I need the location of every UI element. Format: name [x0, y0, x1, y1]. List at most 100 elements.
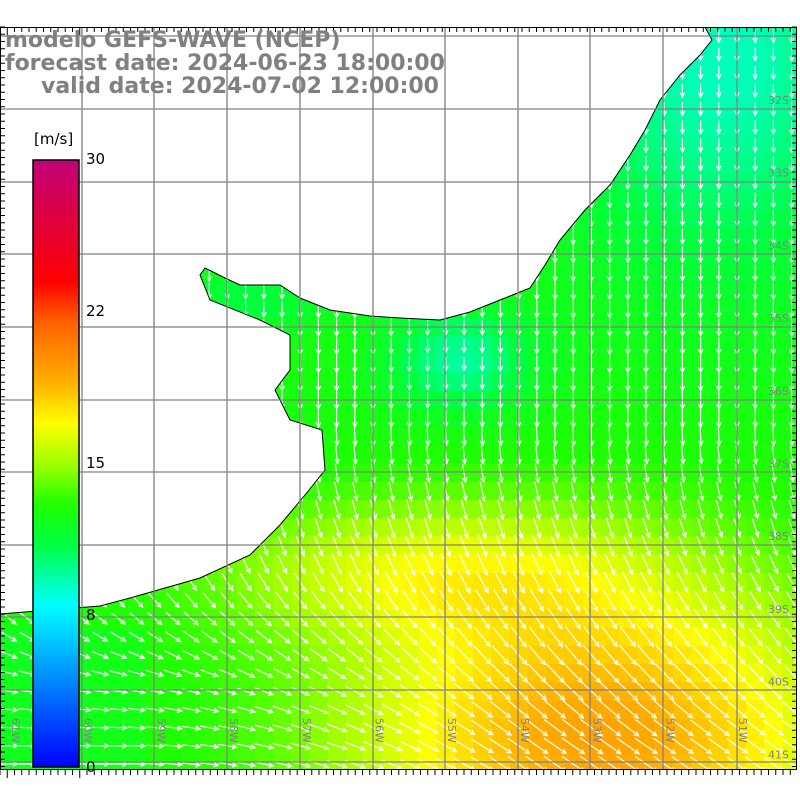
- wind-arrow: [497, 64, 504, 83]
- speed-cell: [109, 463, 128, 483]
- wind-arrow: [461, 45, 467, 65]
- speed-cell: [455, 63, 474, 83]
- wind-arrow: [781, 738, 797, 754]
- speed-cell: [145, 209, 165, 228]
- speed-cell: [309, 427, 329, 447]
- wind-arrow: [424, 356, 431, 373]
- wind-arrow: [169, 264, 176, 283]
- speed-cell: [236, 154, 256, 174]
- speed-cell: [200, 227, 219, 246]
- wind-arrow: [388, 154, 395, 174]
- wind-arrow: [115, 482, 122, 502]
- wind-arrow: [309, 667, 329, 679]
- wind-arrow: [788, 373, 795, 392]
- speed-cell: [618, 136, 638, 155]
- speed-cell: [218, 518, 238, 538]
- wind-arrow: [163, 725, 184, 731]
- speed-cell: [182, 245, 201, 265]
- speed-cell: [200, 336, 219, 356]
- wind-arrow: [697, 138, 704, 154]
- wind-arrow: [606, 137, 613, 155]
- speed-cell: [127, 518, 147, 538]
- wind-arrow: [715, 282, 722, 301]
- wind-arrow: [763, 738, 785, 754]
- wind-arrow: [151, 500, 159, 520]
- wind-arrow: [497, 282, 504, 301]
- wind-arrow: [97, 373, 103, 392]
- speed-cell: [182, 500, 201, 519]
- wind-arrow: [710, 645, 728, 665]
- speed-cell: [127, 372, 147, 392]
- wind-arrow: [389, 463, 395, 484]
- wind-arrow: [456, 608, 473, 630]
- speed-cell: [145, 245, 165, 265]
- wind-arrow: [625, 427, 631, 447]
- wind-arrow: [424, 264, 431, 283]
- wind-arrow: [607, 481, 614, 502]
- wind-arrow: [200, 669, 220, 678]
- speed-cell: [145, 554, 165, 574]
- speed-cell: [418, 190, 438, 210]
- speed-cell: [254, 190, 274, 210]
- wind-arrow: [418, 646, 438, 664]
- speed-cell: [618, 63, 638, 83]
- wind-arrow: [607, 463, 614, 484]
- wind-arrow: [424, 338, 431, 354]
- wind-arrow: [697, 264, 704, 282]
- wind-arrow: [97, 209, 103, 228]
- wind-arrow: [532, 516, 542, 539]
- speed-cell: [145, 300, 165, 319]
- wind-arrow: [315, 209, 322, 228]
- speed-cell: [109, 554, 128, 574]
- wind-arrow: [660, 517, 669, 539]
- wind-arrow: [552, 300, 558, 319]
- speed-cell: [0, 81, 19, 101]
- wind-arrow: [752, 481, 759, 502]
- wind-arrow: [552, 82, 558, 100]
- wind-arrow: [770, 500, 778, 520]
- speed-cell: [418, 136, 438, 155]
- speed-cell: [309, 209, 329, 228]
- wind-arrow: [620, 607, 636, 630]
- wind-arrow: [115, 154, 122, 174]
- wind-arrow: [625, 481, 632, 502]
- speed-cell: [345, 190, 365, 210]
- wind-arrow: [131, 555, 142, 574]
- wind-arrow: [406, 209, 413, 228]
- speed-cell: [436, 245, 456, 265]
- wind-arrow: [788, 300, 795, 319]
- speed-cell: [309, 281, 329, 301]
- wind-arrow: [115, 136, 122, 156]
- wind-arrow: [434, 720, 458, 735]
- wind-arrow: [715, 66, 722, 80]
- wind-arrow: [497, 154, 504, 174]
- latitude-label: 38S: [768, 530, 789, 543]
- speed-cell: [473, 136, 492, 155]
- wind-arrow: [442, 409, 449, 428]
- wind-arrow: [442, 191, 449, 210]
- wind-arrow: [492, 626, 509, 648]
- wind-arrow: [97, 427, 104, 447]
- colorbar-tick: 30: [86, 150, 106, 168]
- wind-arrow: [134, 445, 140, 465]
- wind-arrow: [498, 445, 504, 465]
- wind-arrow: [552, 264, 558, 283]
- wind-arrow: [479, 409, 486, 428]
- speed-cell: [382, 154, 401, 174]
- wind-arrow: [643, 228, 649, 246]
- wind-arrow: [479, 338, 486, 354]
- wind-arrow: [489, 738, 513, 754]
- wind-arrow: [497, 300, 504, 319]
- speed-cell: [436, 281, 456, 301]
- wind-arrow: [333, 427, 340, 447]
- wind-arrow: [224, 500, 232, 520]
- wind-arrow: [679, 427, 686, 447]
- wind-arrow: [424, 136, 431, 156]
- speed-cell: [163, 463, 183, 483]
- wind-arrow: [403, 552, 416, 576]
- speed-cell: [473, 281, 492, 301]
- wind-arrow: [308, 686, 329, 697]
- wind-arrow: [352, 427, 358, 447]
- wind-arrow: [348, 571, 362, 594]
- wind-arrow: [6, 209, 12, 229]
